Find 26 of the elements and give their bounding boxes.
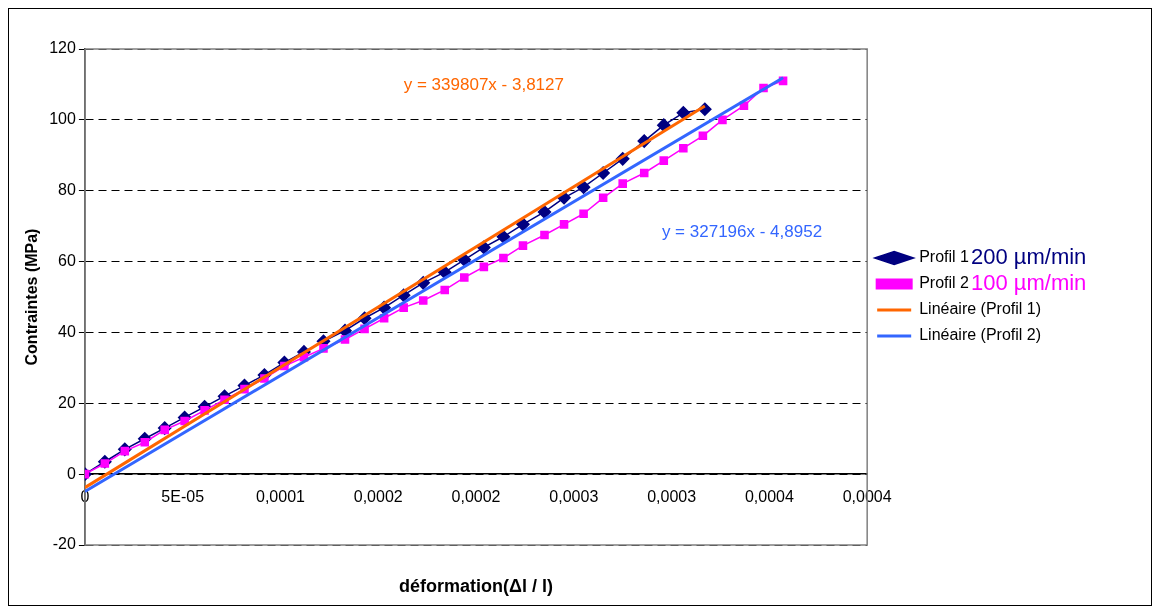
text: 100 µm/min — [970, 270, 1087, 296]
legend-label: Linéaire (Profil 2) — [919, 326, 1041, 344]
y-tick-label: 20 — [58, 393, 76, 411]
annotation: y = 327196x - 4,8952 — [661, 222, 823, 242]
legend-label: Linéaire (Profil 1) — [919, 300, 1041, 318]
x-tick-label: 0,0003 — [549, 488, 599, 506]
x-tick-label: 0,0001 — [256, 488, 306, 506]
x-tick-label: 0,0002 — [451, 488, 501, 506]
y-tick-label: 100 — [49, 110, 76, 128]
y-tick-label: 0 — [66, 464, 76, 482]
x-tick-label: 0,0002 — [353, 488, 403, 506]
legend-label: Profil 1 — [919, 248, 970, 266]
y-tick-label: 80 — [58, 181, 76, 199]
x-tick-label: 0,0003 — [647, 488, 697, 506]
x-tick-label: 5E-05 — [161, 488, 205, 506]
y-tick-label: 40 — [58, 322, 76, 340]
x-axis-title: déformation(Δl / l) — [399, 575, 553, 596]
y-tick-label: 60 — [58, 251, 76, 269]
legend-label: Profil 2 — [919, 274, 970, 292]
text: 200 µm/min — [970, 244, 1087, 270]
annotation: y = 339807x - 3,8127 — [403, 75, 564, 95]
x-tick-label: 0,0004 — [842, 488, 892, 506]
y-tick-label: -20 — [52, 535, 76, 553]
y-tick-label: 120 — [49, 39, 76, 57]
x-tick-label: 0,0004 — [744, 488, 794, 506]
y-axis-title: Contraintes (MPa) — [23, 228, 41, 366]
